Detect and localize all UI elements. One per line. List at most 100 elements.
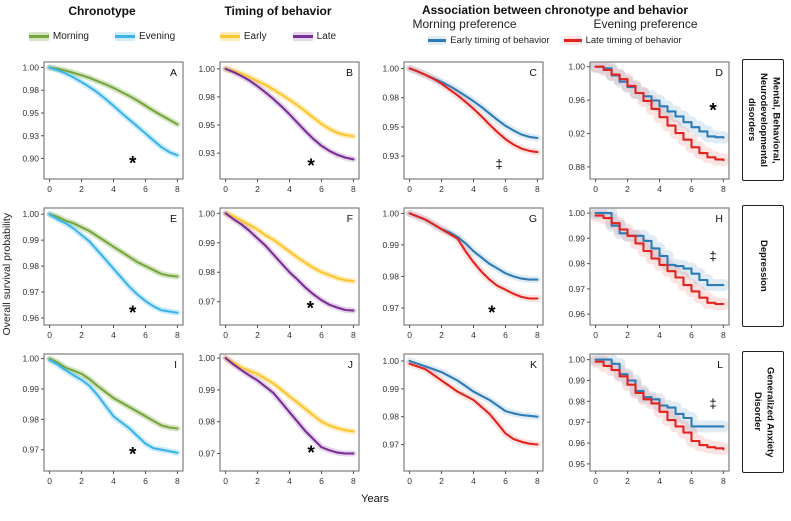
panel-cell-E: 1.00 0.99 0.98 0.97 0.96 0 2 4 6 8 E *	[14, 201, 190, 347]
svg-text:0.96: 0.96	[568, 309, 585, 319]
svg-text:K: K	[530, 359, 537, 371]
legend-item-morning: Morning	[28, 31, 89, 42]
svg-text:0.97: 0.97	[382, 303, 399, 313]
svg-text:6: 6	[319, 184, 324, 194]
svg-text:0.98: 0.98	[198, 417, 215, 427]
association-header-block: Association between chronotype and behav…	[374, 3, 736, 55]
svg-text:0.99: 0.99	[22, 384, 39, 394]
svg-text:0.98: 0.98	[568, 396, 585, 406]
significance-symbol-C: ‡	[495, 156, 502, 171]
panel-cell-C: 1.00 0.98 0.95 0.93 0 2 4 6 8 C ‡	[374, 55, 550, 201]
svg-text:1.00: 1.00	[22, 62, 39, 72]
svg-text:H: H	[715, 213, 723, 225]
panel-cell-F: 1.00 0.99 0.98 0.97 0 2 4 6 8 F *	[190, 201, 366, 347]
panel-F: 1.00 0.99 0.98 0.97 0 2 4 6 8 F *	[198, 207, 360, 340]
svg-text:0.99: 0.99	[568, 375, 585, 385]
svg-text:1.00: 1.00	[22, 209, 39, 219]
panel-K: 1.00 0.99 0.98 0.97 0 2 4 6 8 K	[382, 353, 544, 486]
row-label-cell-1: Depression	[740, 201, 786, 347]
panel-cell-A: 1.00 0.98 0.95 0.93 0.90 0 2 4 6 8 A *	[14, 55, 190, 201]
svg-text:8: 8	[535, 330, 540, 340]
svg-text:2: 2	[625, 330, 630, 340]
svg-text:0.97: 0.97	[382, 440, 399, 450]
svg-text:0.95: 0.95	[198, 120, 215, 130]
panel-cell-G: 1.00 0.99 0.98 0.97 0 2 4 6 8 G *	[374, 201, 550, 347]
svg-text:0.98: 0.98	[22, 261, 39, 271]
chronotype-header-block: Chronotype Morning Evening	[14, 3, 190, 55]
figure-header: Chronotype Morning Evening Timing of beha…	[14, 0, 791, 55]
legend-timing: Early Late	[190, 31, 366, 42]
column-title-association: Association between chronotype and behav…	[421, 3, 689, 17]
svg-text:I: I	[174, 359, 177, 371]
svg-text:6: 6	[143, 476, 148, 486]
svg-text:0: 0	[593, 330, 598, 340]
svg-text:A: A	[170, 67, 177, 79]
svg-text:1.00: 1.00	[568, 62, 585, 72]
svg-text:0.98: 0.98	[22, 414, 39, 424]
significance-symbol-E: *	[129, 303, 137, 324]
panel-row-0: 1.00 0.98 0.95 0.93 0.90 0 2 4 6 8 A * 1.00 0.98 0.95 0…	[14, 55, 786, 201]
panel-D: 1.00 0.96 0.92 0.88 0 2 4 6 8 D *	[568, 61, 730, 194]
svg-text:J: J	[348, 359, 353, 371]
svg-text:6: 6	[503, 184, 508, 194]
significance-symbol-H: ‡	[709, 249, 716, 264]
svg-text:0.98: 0.98	[382, 93, 399, 103]
significance-symbol-I: *	[129, 445, 137, 466]
panel-cell-D: 1.00 0.96 0.92 0.88 0 2 4 6 8 D *	[560, 55, 736, 201]
svg-text:F: F	[347, 213, 353, 225]
svg-text:0: 0	[223, 330, 228, 340]
svg-text:0.99: 0.99	[382, 384, 399, 394]
legend-item-assoc_early: Early timing of behavior	[428, 35, 550, 46]
svg-text:4: 4	[287, 184, 292, 194]
svg-text:4: 4	[471, 330, 476, 340]
legend-item-early: Early	[219, 31, 267, 42]
panel-A: 1.00 0.98 0.95 0.93 0.90 0 2 4 6 8 A *	[22, 61, 184, 194]
legend-item-evening: Evening	[115, 31, 175, 42]
svg-text:0.93: 0.93	[198, 148, 215, 158]
svg-text:0.98: 0.98	[568, 259, 585, 269]
panel-cell-J: 1.00 0.99 0.98 0.97 0 2 4 6 8 J *	[190, 347, 366, 493]
svg-text:1.00: 1.00	[382, 63, 399, 73]
svg-text:0.98: 0.98	[198, 92, 215, 102]
legend-swatch-evening	[115, 32, 135, 41]
y-axis-gutter: Overall survival probability	[0, 55, 14, 493]
legend-chronotype: Morning Evening	[14, 31, 190, 42]
legend-item-assoc_late: Late timing of behavior	[563, 35, 682, 46]
svg-text:0.97: 0.97	[568, 417, 585, 427]
legend-label-morning: Morning	[52, 31, 89, 42]
panel-B: 1.00 0.98 0.95 0.93 0 2 4 6 8 B *	[198, 61, 360, 194]
svg-text:8: 8	[175, 476, 180, 486]
panel-C: 1.00 0.98 0.95 0.93 0 2 4 6 8 C ‡	[382, 61, 544, 194]
svg-text:2: 2	[255, 184, 260, 194]
legend-item-late: Late	[292, 31, 336, 42]
svg-text:1.00: 1.00	[22, 354, 39, 364]
svg-text:0.88: 0.88	[568, 162, 585, 172]
svg-text:2: 2	[79, 184, 84, 194]
svg-text:0.96: 0.96	[568, 95, 585, 105]
svg-text:6: 6	[503, 330, 508, 340]
svg-text:0.95: 0.95	[22, 108, 39, 118]
legend-association: Early timing of behavior Late timing of b…	[374, 35, 736, 46]
row-label-text-0: Mental, Behavioral, Neurodevelopmental d…	[745, 73, 782, 167]
panel-E: 1.00 0.99 0.98 0.97 0.96 0 2 4 6 8 E *	[22, 207, 184, 340]
svg-text:2: 2	[255, 330, 260, 340]
svg-text:4: 4	[287, 330, 292, 340]
significance-symbol-A: *	[129, 154, 137, 175]
svg-text:6: 6	[143, 184, 148, 194]
legend-swatch-early	[219, 32, 240, 41]
svg-text:1.00: 1.00	[382, 356, 399, 366]
svg-text:6: 6	[143, 330, 148, 340]
row-label-box-2: Generalized Anxiety Disorder	[742, 351, 784, 473]
svg-text:0.90: 0.90	[22, 154, 39, 164]
svg-text:1.00: 1.00	[568, 355, 585, 365]
panel-cell-K: 1.00 0.99 0.98 0.97 0 2 4 6 8 K	[374, 347, 550, 493]
svg-text:0.97: 0.97	[568, 284, 585, 294]
column-title-chronotype: Chronotype	[68, 4, 136, 18]
svg-text:L: L	[717, 359, 723, 371]
svg-text:0.96: 0.96	[22, 313, 39, 323]
legend-swatch-morning	[28, 32, 49, 41]
svg-text:6: 6	[689, 184, 694, 194]
panel-H: 1.00 0.99 0.98 0.97 0.96 0 2 4 6 8 H ‡	[568, 207, 730, 340]
legend-swatch-assoc_late	[563, 36, 582, 45]
svg-text:8: 8	[175, 184, 180, 194]
